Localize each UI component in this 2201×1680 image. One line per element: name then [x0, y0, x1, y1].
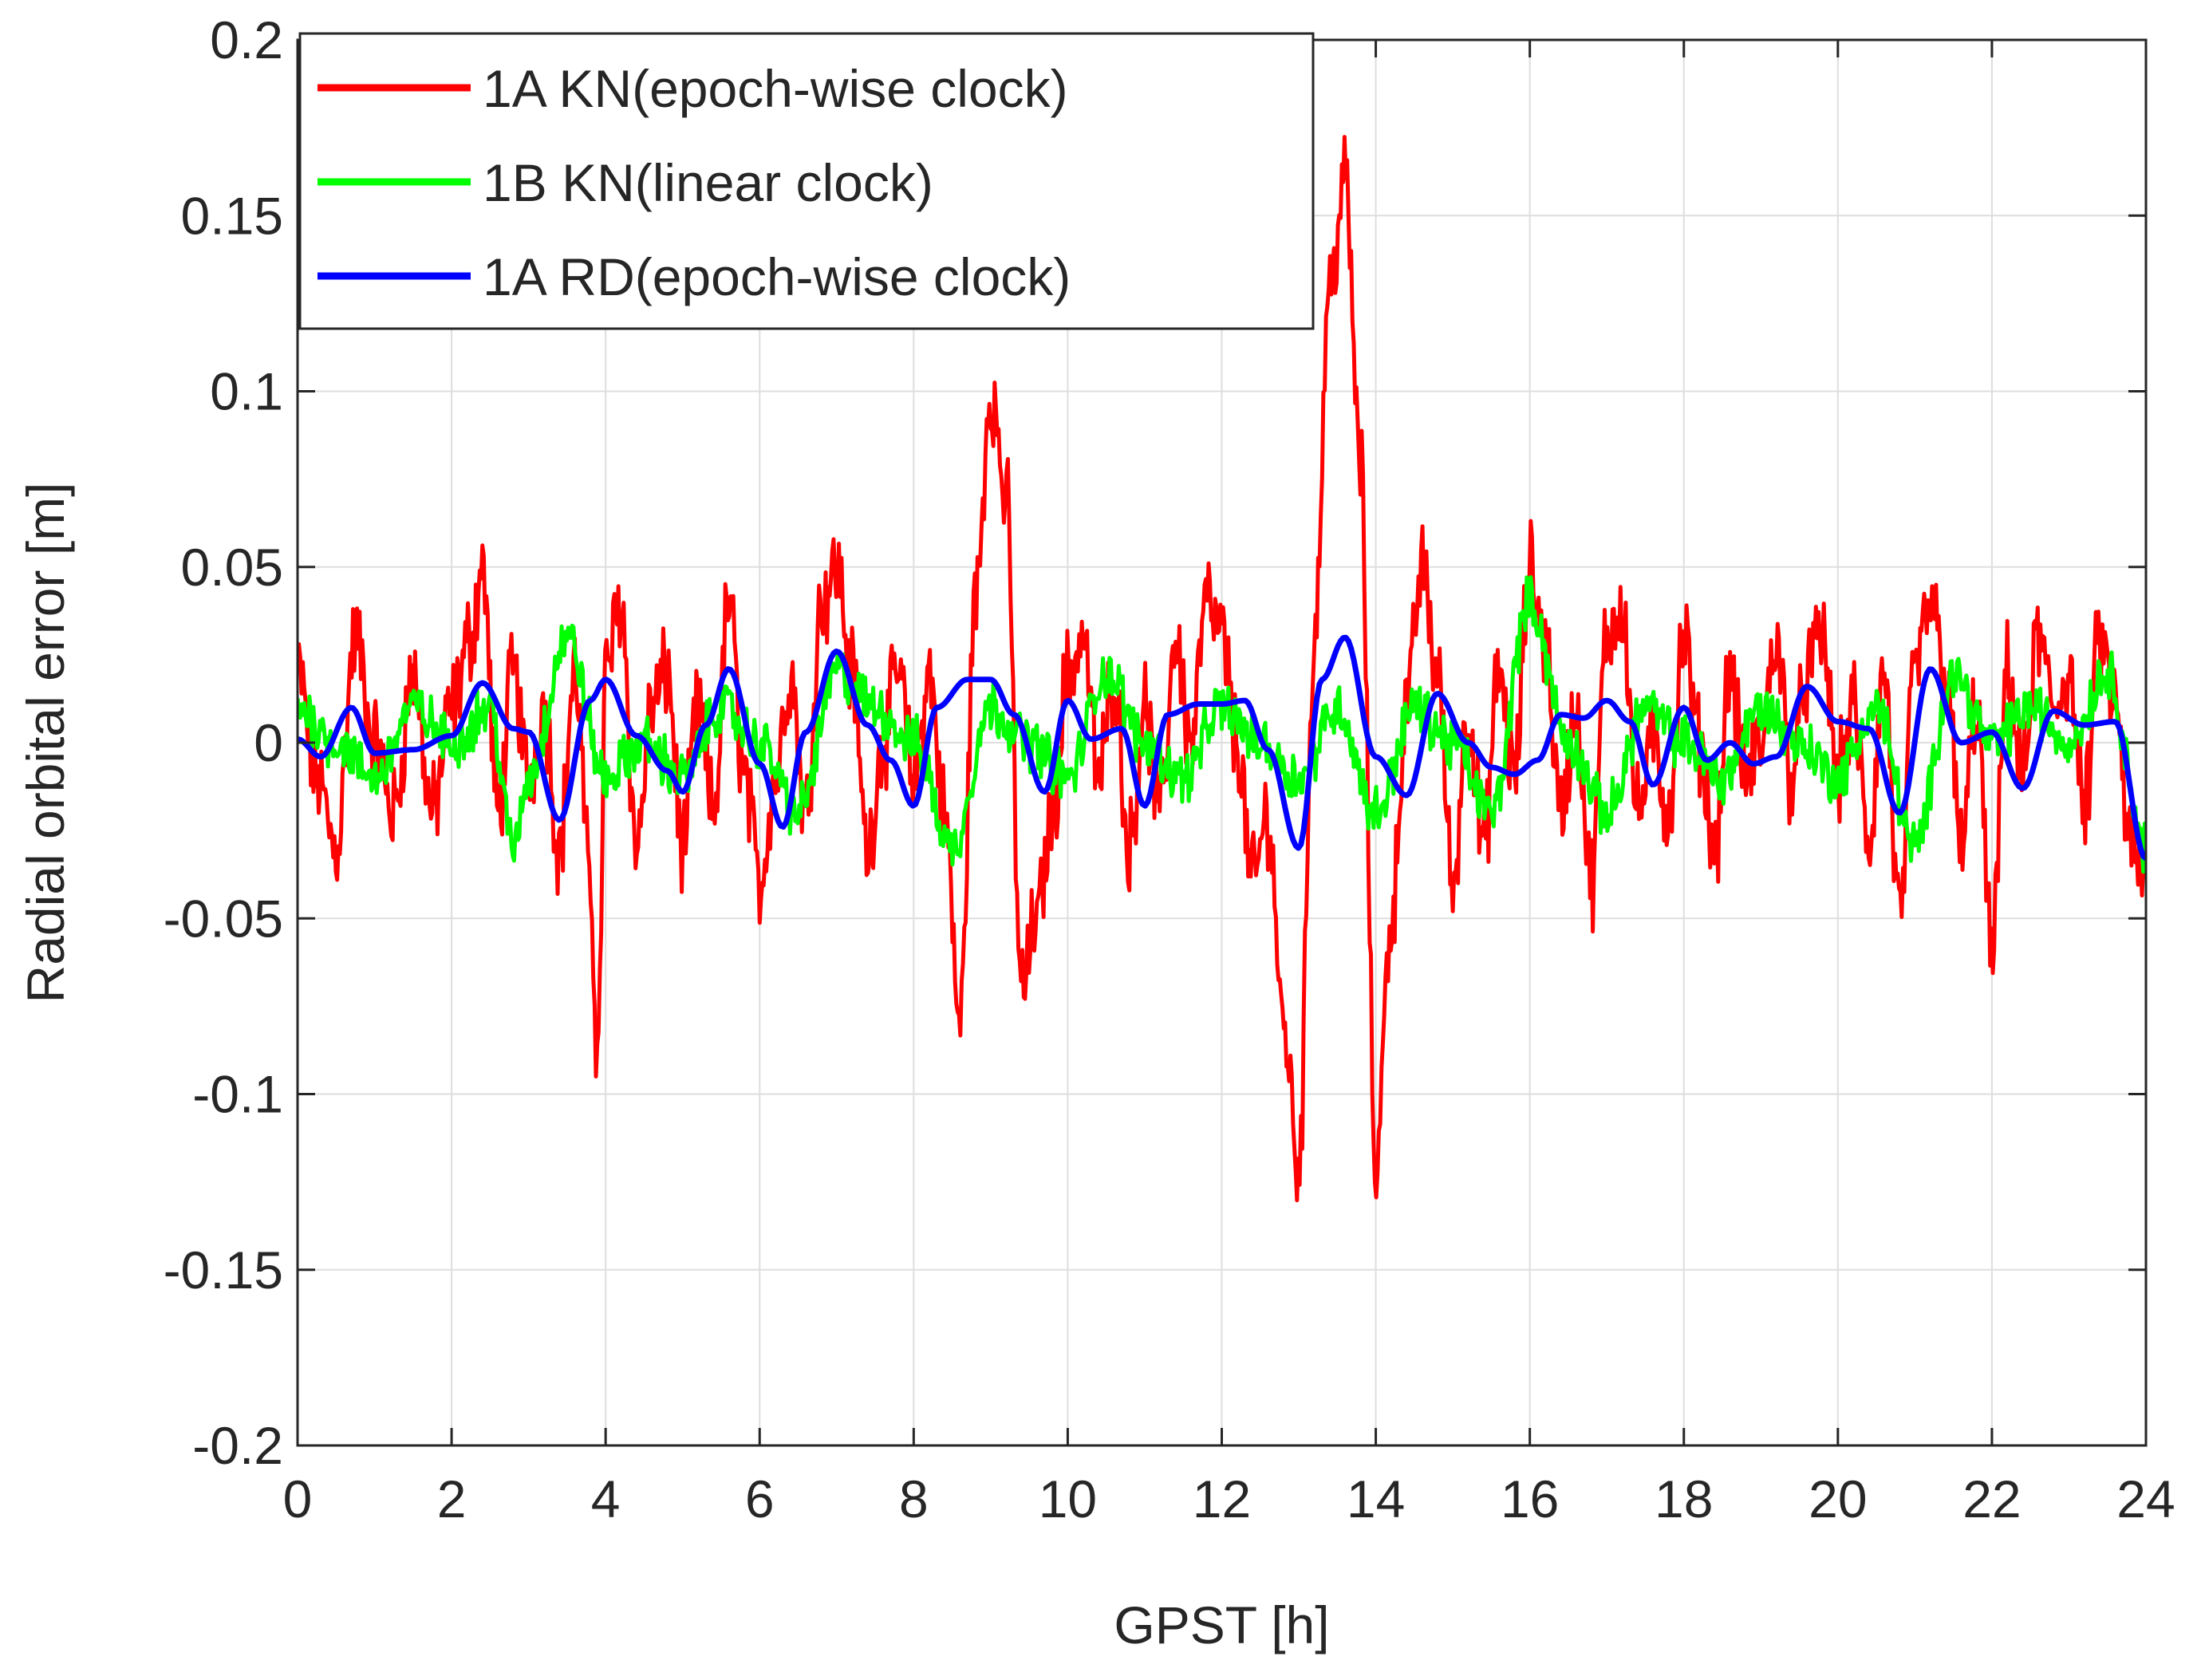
- x-tick-labels: 0 2 4 6 8 10 12 14 16 18 20 22 24: [283, 1469, 2175, 1528]
- y-tick-label: 0.2: [210, 10, 283, 69]
- legend-label: 1A RD(epoch-wise clock): [483, 247, 1071, 306]
- legend-label: 1A KN(epoch-wise clock): [483, 59, 1068, 118]
- y-axis-label: Radial orbital error [m]: [16, 483, 75, 1004]
- x-tick-label: 22: [1962, 1469, 2021, 1528]
- x-tick-label: 6: [745, 1469, 775, 1528]
- series-line-2: [298, 575, 2146, 874]
- legend-label: 1B KN(linear clock): [483, 153, 933, 212]
- x-tick-label: 12: [1193, 1469, 1251, 1528]
- x-tick-label: 4: [591, 1469, 621, 1528]
- y-tick-labels: -0.2 -0.15 -0.1 -0.05 0 0.05 0.1 0.15 0.2: [164, 10, 283, 1475]
- x-axis-label: GPST [h]: [1114, 1595, 1329, 1654]
- x-tick-label: 16: [1501, 1469, 1559, 1528]
- y-tick-label: 0.05: [181, 538, 283, 597]
- y-tick-label: 0: [254, 713, 283, 772]
- y-tick-label: -0.05: [164, 889, 283, 948]
- x-tick-label: 2: [437, 1469, 467, 1528]
- x-tick-label: 10: [1039, 1469, 1097, 1528]
- y-tick-label: 0.15: [181, 186, 283, 245]
- x-tick-label: 24: [2116, 1469, 2175, 1528]
- y-tick-label: 0.1: [210, 362, 283, 421]
- y-tick-label: -0.1: [192, 1065, 283, 1124]
- x-tick-label: 14: [1347, 1469, 1405, 1528]
- y-tick-label: -0.15: [164, 1240, 283, 1299]
- series-line-3: [298, 634, 2146, 861]
- x-tick-label: 8: [899, 1469, 929, 1528]
- x-tick-label: 20: [1809, 1469, 1867, 1528]
- x-tick-label: 18: [1655, 1469, 1713, 1528]
- x-tick-label: 0: [283, 1469, 313, 1528]
- y-tick-label: -0.2: [192, 1416, 283, 1475]
- legend: 1A KN(epoch-wise clock) 1B KN(linear cloc…: [298, 32, 1315, 330]
- series-layer: [298, 135, 2146, 1203]
